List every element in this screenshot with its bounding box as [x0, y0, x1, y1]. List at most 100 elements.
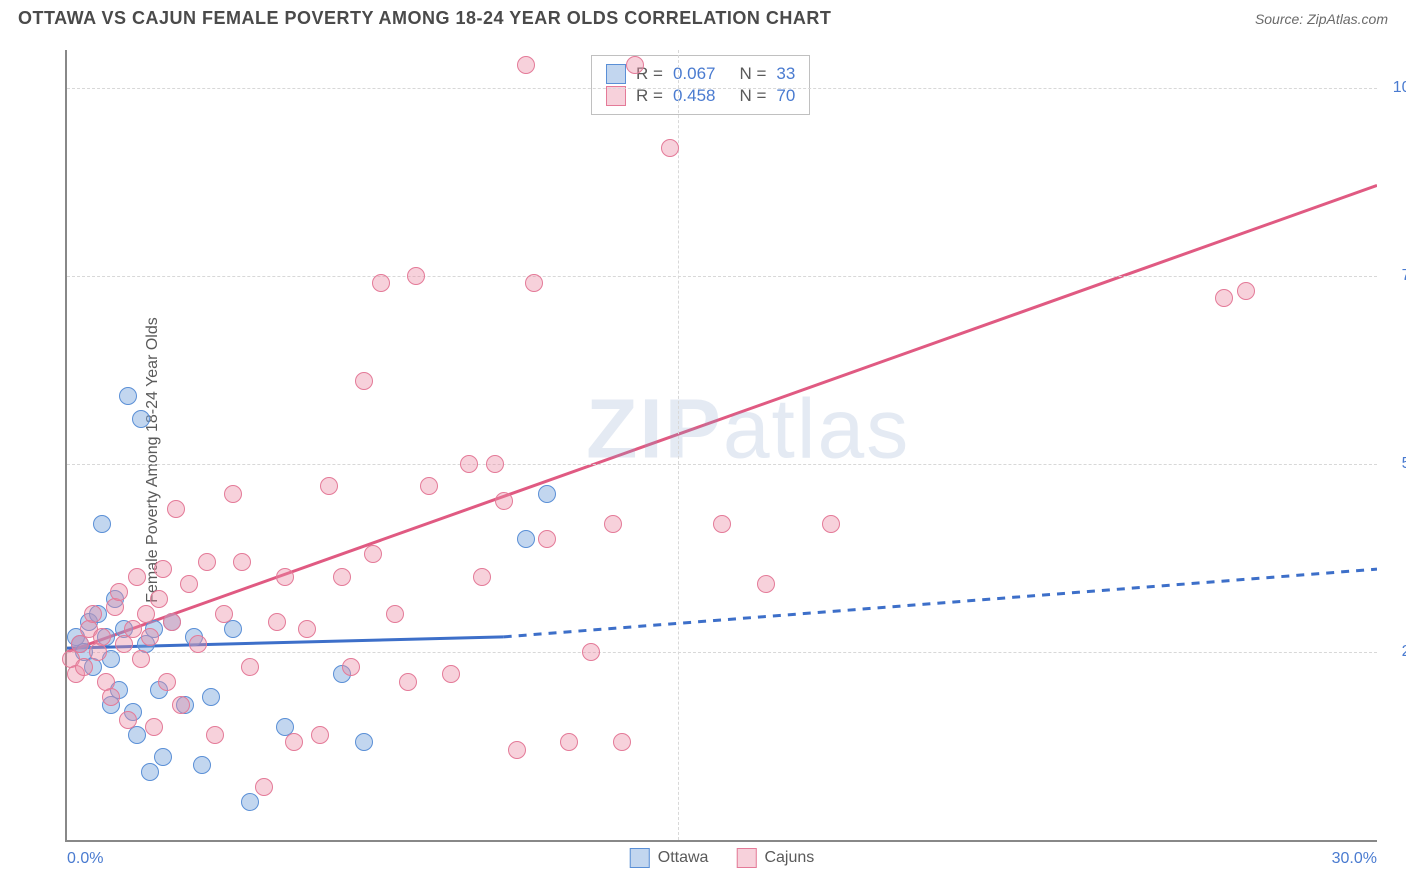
- data-point: [661, 139, 679, 157]
- gridline-horizontal: [67, 88, 1377, 89]
- data-point: [538, 530, 556, 548]
- stat-n-label: N =: [739, 64, 766, 84]
- data-point: [333, 568, 351, 586]
- stat-n-value: 33: [776, 64, 795, 84]
- data-point: [154, 748, 172, 766]
- gridline-vertical: [678, 50, 679, 840]
- data-point: [399, 673, 417, 691]
- data-point: [1237, 282, 1255, 300]
- source-credit: Source: ZipAtlas.com: [1255, 11, 1388, 27]
- y-tick-label: 100.0%: [1387, 79, 1406, 97]
- legend-swatch: [630, 848, 650, 868]
- data-point: [202, 688, 220, 706]
- data-point: [495, 492, 513, 510]
- legend-item: Ottawa: [630, 848, 709, 868]
- data-point: [517, 530, 535, 548]
- data-point: [172, 696, 190, 714]
- data-point: [1215, 289, 1233, 307]
- trend-lines: [67, 50, 1377, 840]
- data-point: [508, 741, 526, 759]
- data-point: [757, 575, 775, 593]
- data-point: [128, 726, 146, 744]
- data-point: [364, 545, 382, 563]
- y-tick-label: 50.0%: [1387, 455, 1406, 473]
- data-point: [137, 605, 155, 623]
- data-point: [525, 274, 543, 292]
- data-point: [93, 628, 111, 646]
- data-point: [613, 733, 631, 751]
- data-point: [124, 620, 142, 638]
- data-point: [154, 560, 172, 578]
- data-point: [320, 477, 338, 495]
- data-point: [163, 613, 181, 631]
- legend-swatch: [736, 848, 756, 868]
- data-point: [538, 485, 556, 503]
- stats-row: R = 0.458N = 70: [606, 86, 795, 106]
- data-point: [386, 605, 404, 623]
- data-point: [285, 733, 303, 751]
- data-point: [132, 410, 150, 428]
- data-point: [93, 515, 111, 533]
- data-point: [110, 583, 128, 601]
- x-tick-label: 0.0%: [67, 850, 103, 868]
- data-point: [276, 568, 294, 586]
- stat-n-value: 70: [776, 86, 795, 106]
- data-point: [189, 635, 207, 653]
- data-point: [132, 650, 150, 668]
- data-point: [460, 455, 478, 473]
- data-point: [355, 733, 373, 751]
- data-point: [119, 711, 137, 729]
- data-point: [517, 56, 535, 74]
- data-point: [141, 763, 159, 781]
- data-point: [233, 553, 251, 571]
- data-point: [407, 267, 425, 285]
- data-point: [241, 658, 259, 676]
- data-point: [713, 515, 731, 533]
- data-point: [372, 274, 390, 292]
- data-point: [604, 515, 622, 533]
- chart-title: OTTAWA VS CAJUN FEMALE POVERTY AMONG 18-…: [18, 8, 831, 29]
- legend-label: Cajuns: [764, 849, 814, 867]
- legend-label: Ottawa: [658, 849, 709, 867]
- series-swatch: [606, 86, 626, 106]
- data-point: [128, 568, 146, 586]
- legend-item: Cajuns: [736, 848, 814, 868]
- y-tick-label: 25.0%: [1387, 643, 1406, 661]
- data-point: [224, 620, 242, 638]
- data-point: [473, 568, 491, 586]
- data-point: [255, 778, 273, 796]
- y-tick-label: 75.0%: [1387, 267, 1406, 285]
- data-point: [442, 665, 460, 683]
- data-point: [560, 733, 578, 751]
- data-point: [158, 673, 176, 691]
- data-point: [198, 553, 216, 571]
- data-point: [342, 658, 360, 676]
- data-point: [420, 477, 438, 495]
- gridline-horizontal: [67, 652, 1377, 653]
- data-point: [822, 515, 840, 533]
- data-point: [215, 605, 233, 623]
- data-point: [150, 590, 168, 608]
- plot-area: ZIPatlas R = 0.067N = 33R = 0.458N = 70 …: [65, 50, 1377, 842]
- stat-r-label: R =: [636, 86, 663, 106]
- stats-legend-box: R = 0.067N = 33R = 0.458N = 70: [591, 55, 810, 115]
- data-point: [167, 500, 185, 518]
- stat-n-label: N =: [739, 86, 766, 106]
- data-point: [224, 485, 242, 503]
- data-point: [75, 658, 93, 676]
- gridline-horizontal: [67, 464, 1377, 465]
- data-point: [311, 726, 329, 744]
- data-point: [206, 726, 224, 744]
- data-point: [298, 620, 316, 638]
- gridline-horizontal: [67, 276, 1377, 277]
- data-point: [486, 455, 504, 473]
- data-point: [268, 613, 286, 631]
- data-point: [582, 643, 600, 661]
- data-point: [180, 575, 198, 593]
- chart-container: Female Poverty Among 18-24 Year Olds ZIP…: [20, 40, 1390, 880]
- series-legend: Ottawa Cajuns: [630, 848, 815, 868]
- data-point: [141, 628, 159, 646]
- series-swatch: [606, 64, 626, 84]
- data-point: [119, 387, 137, 405]
- data-point: [145, 718, 163, 736]
